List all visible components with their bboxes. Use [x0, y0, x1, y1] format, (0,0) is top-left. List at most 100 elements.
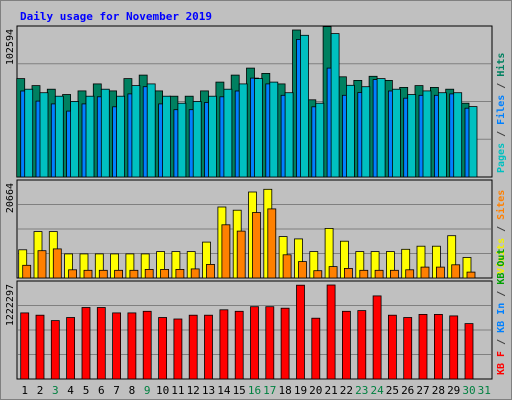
bar-kb-f-day-7 [112, 312, 121, 380]
x-tick-label-31: 31 [478, 384, 491, 397]
bar-sites-day-6 [98, 269, 108, 279]
bar-kb-f-day-2 [35, 314, 45, 380]
bar-kb-f-day-27 [418, 313, 428, 380]
bar-sites-day-26 [405, 269, 415, 279]
bar-sites-day-8 [129, 269, 139, 279]
x-tick-label-11: 11 [171, 384, 184, 397]
bar-kb-f-day-23 [357, 310, 367, 380]
bar-kb-f-day-14 [219, 309, 229, 380]
x-tick-label-13: 13 [202, 384, 215, 397]
bar-pages-day-12 [192, 101, 202, 178]
legend-entry: Sites [495, 190, 507, 220]
bar-pages-day-20 [315, 102, 325, 178]
panel-2-legend: Visits / Sites [495, 190, 507, 274]
bar-pages-day-30 [468, 106, 478, 178]
bar-sites-day-9 [144, 268, 154, 279]
bar-pages-day-13 [208, 95, 217, 178]
bar-kb-f-day-28 [433, 313, 443, 380]
bar-sites-day-22 [343, 267, 353, 279]
x-tick-label-28: 28 [432, 384, 445, 397]
bar-pages-day-9 [146, 83, 156, 178]
x-tick-label-9: 9 [144, 384, 151, 397]
x-tick-label-17: 17 [263, 384, 276, 397]
legend-entry: / [496, 333, 507, 351]
legend-entry: / [496, 285, 507, 303]
panel-3-legend: KB F / KB In / KB Out [496, 249, 507, 375]
bar-kb-f-day-1 [20, 312, 30, 380]
legend-entry: Visits [495, 238, 507, 274]
bar-sites-day-12 [190, 268, 200, 279]
bar-kb-f-day-12 [188, 314, 198, 380]
bar-pages-day-29 [453, 92, 463, 178]
legend-entry: Hits [495, 53, 507, 77]
bar-kb-f-day-19 [296, 284, 305, 380]
x-tick-label-1: 1 [21, 384, 28, 397]
x-tick-label-7: 7 [113, 384, 120, 397]
bar-sites-day-20 [313, 270, 323, 279]
x-tick-label-18: 18 [278, 384, 291, 397]
x-tick-label-3: 3 [52, 384, 59, 397]
bar-pages-day-19 [300, 34, 309, 178]
x-tick-label-6: 6 [98, 384, 105, 397]
bar-sites-day-19 [298, 261, 307, 279]
x-tick-label-14: 14 [217, 384, 231, 397]
panel-2-max-label: 20664 [5, 183, 16, 213]
legend-entry: KB Out [496, 249, 507, 285]
bar-pages-day-8 [131, 85, 141, 178]
bar-kb-f-day-24 [372, 295, 382, 380]
legend-entry: Files [495, 95, 507, 125]
bar-kb-f-day-20 [311, 317, 321, 380]
legend-entry: KB F [496, 351, 507, 375]
bar-pages-day-10 [162, 95, 172, 178]
bar-kb-f-day-30 [464, 323, 474, 380]
bar-sites-day-3 [52, 248, 62, 279]
x-tick-label-27: 27 [416, 384, 429, 397]
bar-pages-day-22 [345, 84, 355, 178]
bar-sites-day-30 [466, 271, 476, 279]
bar-sites-day-18 [282, 254, 292, 279]
bar-sites-day-17 [267, 208, 277, 279]
bar-sites-day-2 [37, 250, 47, 279]
bar-kb-f-day-22 [341, 310, 351, 380]
bar-sites-day-5 [83, 269, 93, 279]
bar-kb-f-day-13 [204, 314, 213, 380]
bar-pages-day-1 [24, 88, 34, 178]
x-tick-label-24: 24 [370, 384, 384, 397]
bar-sites-day-13 [206, 263, 215, 279]
bar-sites-day-1 [22, 264, 32, 279]
bar-pages-day-5 [85, 95, 95, 178]
bar-pages-day-6 [100, 88, 110, 178]
x-tick-label-21: 21 [324, 384, 337, 397]
bar-sites-day-29 [451, 264, 461, 279]
bar-pages-day-27 [422, 90, 432, 178]
panel-1-legend: Pages / Files / Hits [495, 53, 507, 173]
bar-kb-f-day-10 [158, 317, 168, 380]
bar-kb-f-day-6 [96, 307, 106, 380]
x-tick-label-5: 5 [83, 384, 90, 397]
bar-sites-day-28 [435, 266, 445, 279]
bar-sites-day-23 [359, 269, 369, 279]
bar-pages-day-4 [70, 101, 79, 178]
bar-sites-day-27 [420, 266, 430, 279]
bar-kb-f-day-3 [50, 320, 60, 380]
legend-entry: / [496, 77, 507, 95]
bar-sites-day-14 [221, 224, 231, 279]
bar-pages-day-17 [269, 81, 279, 178]
bar-kb-f-day-5 [81, 307, 91, 380]
bar-kb-f-day-21 [326, 284, 336, 380]
bar-sites-day-16 [252, 212, 261, 279]
bar-pages-day-2 [39, 92, 49, 178]
legend-entry: Pages [496, 143, 507, 173]
x-tick-label-10: 10 [156, 384, 169, 397]
bar-pages-day-7 [116, 95, 125, 178]
bar-sites-day-25 [389, 269, 399, 279]
bar-kb-f-day-29 [449, 315, 459, 380]
bar-pages-day-21 [330, 33, 340, 178]
bar-pages-day-25 [391, 88, 401, 178]
x-tick-label-2: 2 [37, 384, 44, 397]
legend-entry: / [496, 125, 507, 143]
bar-kb-f-day-25 [387, 314, 397, 380]
x-tick-label-29: 29 [447, 384, 460, 397]
bar-kb-f-day-18 [280, 307, 290, 380]
